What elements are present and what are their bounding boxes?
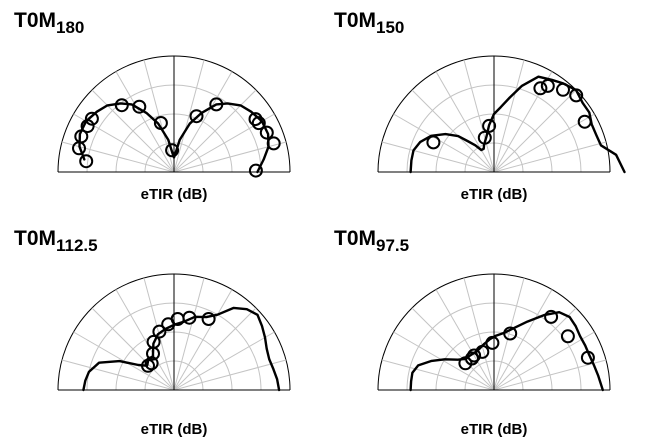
grid-spoke (173, 289, 233, 391)
measured-point (209, 97, 224, 112)
measured-point (79, 154, 94, 169)
grid-spoke (493, 141, 607, 173)
measured-point (152, 324, 167, 339)
measured-point (144, 356, 159, 371)
measured-point (503, 326, 518, 341)
grid-spoke (173, 359, 287, 391)
measured-point (485, 335, 500, 350)
grid-spoke (463, 59, 495, 173)
measured-point (114, 98, 129, 113)
measured-point (577, 114, 592, 129)
x-axis-label: eTIR (dB) (461, 421, 528, 438)
simulated-curve (409, 311, 604, 392)
measured-point (475, 344, 490, 359)
grid-spoke (381, 141, 495, 173)
grid-spoke (463, 277, 495, 391)
grid-spoke (115, 71, 175, 173)
measured-point (556, 82, 570, 97)
x-axis-label: eTIR (dB) (461, 186, 528, 203)
grid-spoke (493, 277, 525, 391)
measured-point (569, 88, 584, 103)
polar-panel-t0m150: T0M150 eTIR (dB) (334, 9, 626, 203)
grid-spoke (143, 59, 175, 173)
grid-spoke (115, 289, 175, 391)
measured-point (146, 334, 161, 349)
grid-spoke (173, 71, 233, 173)
measured-point (74, 129, 89, 144)
grid-spoke (493, 307, 577, 391)
measured-point (560, 329, 575, 344)
measured-point (533, 81, 548, 96)
grid-spoke (173, 277, 205, 391)
grid-spoke (493, 89, 577, 173)
grid-spoke (493, 289, 553, 391)
measured-point (467, 348, 482, 363)
polar-panel-t0m180: T0M180 eTIR (dB) (14, 9, 291, 203)
measured-point (482, 118, 497, 133)
polar-panel-t0m97-5: T0M97.5 eTIR (dB) (334, 227, 611, 438)
grid-spoke (173, 331, 275, 391)
measured-point (248, 112, 263, 127)
measured-point (251, 116, 266, 131)
measured-point (580, 350, 595, 365)
grid-spoke (411, 307, 495, 391)
x-axis-label: eTIR (dB) (141, 186, 208, 203)
grid-spoke (173, 307, 257, 391)
polar-plot-area (377, 273, 611, 392)
polar-panel-t0m112-5: T0M112.5 eTIR (dB) (14, 227, 291, 438)
measured-point (84, 111, 99, 126)
grid-spoke (393, 113, 495, 173)
measured-point (182, 310, 197, 325)
grid-spoke (173, 89, 257, 173)
measured-point (266, 136, 281, 151)
measured-point (189, 109, 204, 124)
measured-point (477, 130, 492, 145)
grid-spoke (61, 359, 175, 391)
panel-title: T0M150 (334, 9, 404, 37)
measured-point (540, 78, 555, 93)
measured-point (465, 351, 479, 366)
polar-plot-area (377, 55, 626, 174)
grid-spoke (493, 59, 525, 173)
measured-point (153, 116, 168, 130)
simulated-curve (409, 75, 626, 174)
polar-plot-area (57, 55, 291, 178)
grid-spoke (393, 331, 495, 391)
polar-plot-area (57, 273, 291, 392)
panel-title: T0M180 (14, 9, 84, 37)
measured-point (201, 312, 216, 326)
panel-title: T0M97.5 (334, 227, 409, 255)
grid-spoke (493, 359, 607, 391)
grid-spoke (493, 331, 595, 391)
grid-spoke (173, 59, 205, 173)
measured-point (426, 135, 441, 150)
grid-spoke (411, 89, 495, 173)
measured-point (248, 163, 263, 178)
measured-point (132, 99, 147, 114)
x-axis-label: eTIR (dB) (141, 421, 208, 438)
measured-point (544, 309, 559, 324)
measured-point (80, 119, 95, 134)
grid-spoke (381, 359, 495, 391)
grid-spoke (91, 307, 175, 391)
measured-point (259, 125, 274, 140)
grid-spoke (435, 71, 495, 173)
grid-spoke (493, 113, 595, 173)
measured-point (165, 143, 180, 158)
grid-spoke (435, 289, 495, 391)
grid-spoke (91, 89, 175, 173)
panel-title: T0M112.5 (14, 227, 98, 255)
